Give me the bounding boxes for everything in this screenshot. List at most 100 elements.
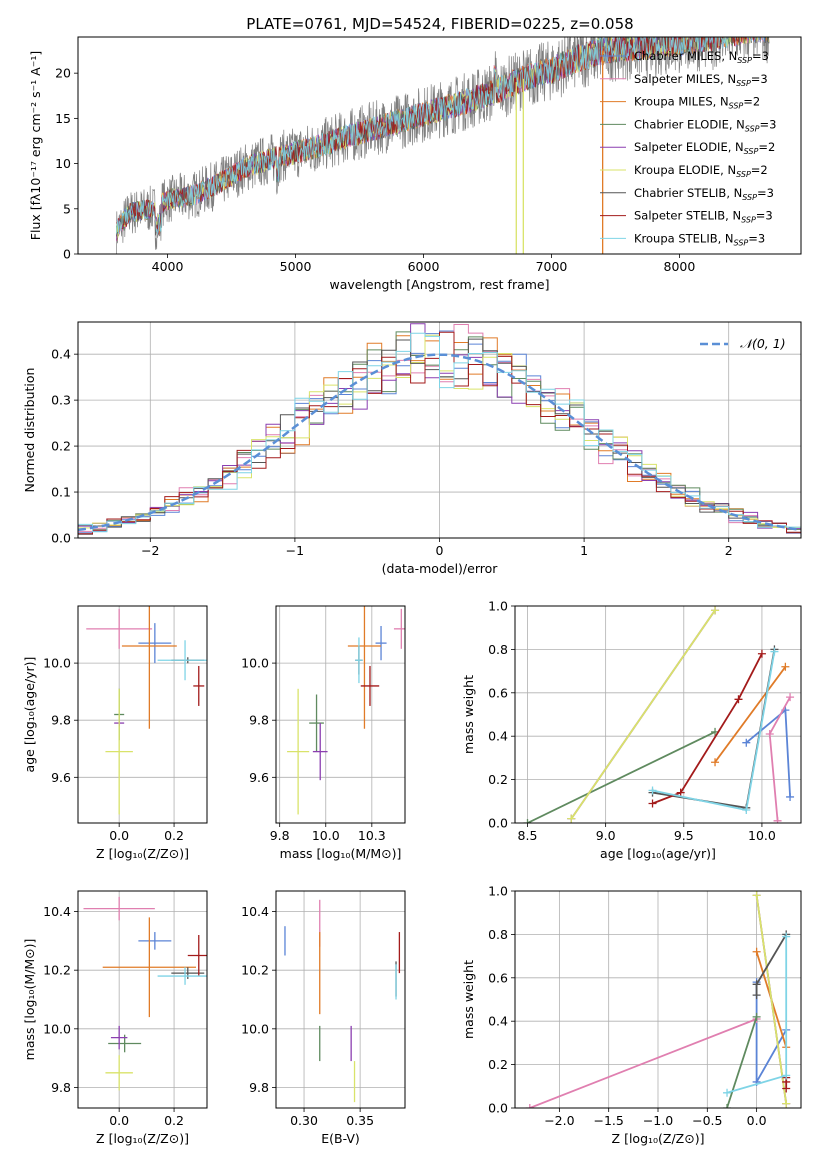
error-bar-point: [102, 917, 197, 1018]
residuals-axes: −2 −1 0 1 2 0.0 0.1 0.2 0.3 0.4 (data-model)/error…: [22, 321, 802, 576]
mass-weight-marker: [648, 786, 657, 795]
age-vs-Z-axes: 0.0 0.2 9.6 9.8 10.0 Z [log₁₀(Z/Z⊙)] age [log₁…: [22, 605, 208, 861]
mass-weight-marker: [648, 799, 657, 808]
weight-vs-Z-frame: [514, 890, 802, 1109]
y-tick-label: 10.2: [241, 963, 269, 978]
legend-model-name: Salpeter MILES, N: [634, 72, 736, 86]
y-tick-label: 9.8: [51, 713, 71, 728]
y-tick-label: 10.0: [241, 656, 269, 671]
model-spectrum-line: [116, 37, 765, 235]
legend-subscript: SSP: [734, 238, 749, 247]
legend-model-name: Chabrier STELIB, N: [634, 186, 742, 200]
spectrum-frame: [77, 36, 802, 255]
x-tick-label: 9.0: [596, 828, 616, 843]
x-tick-label: 0.0: [747, 1113, 767, 1128]
y-axis-label: mass weight: [461, 675, 476, 754]
x-tick-label: 4000: [152, 259, 184, 274]
legend-model-name: Salpeter ELODIE, N: [634, 140, 744, 154]
y-axis-label: Flux [fλ10⁻¹⁷ erg cm⁻² s⁻¹ A⁻¹]: [28, 51, 43, 240]
y-tick-label: 0.4: [488, 1014, 508, 1029]
weight-vs-Z-axes: −2.0 −1.5 −1.0 −0.5 0.0 0.0 0.2 0.4 0.6 0.8 1.0 Z […: [461, 884, 802, 1146]
x-tick-label: 7000: [536, 259, 568, 274]
y-tick-label: 10: [55, 156, 71, 171]
mass-weight-marker: [567, 814, 576, 823]
mass-weight-marker: [770, 647, 779, 656]
weight-vs-Z-plot-area: [525, 891, 791, 1108]
legend-subscript: SSP: [729, 102, 744, 111]
mass-weight-marker: [525, 1104, 534, 1108]
y-tick-label: 0.8: [488, 927, 508, 942]
y-tick-label: 1.0: [488, 884, 508, 899]
mass-weight-marker: [782, 932, 791, 941]
mass-weight-marker: [742, 805, 751, 814]
age-vs-Z-plot-area: [86, 606, 207, 815]
error-bar-point: [138, 623, 172, 664]
mass-weight-line: [768, 696, 791, 821]
legend-count: =2: [758, 140, 775, 154]
mass-weight-marker: [752, 991, 761, 1000]
mass-weight-marker: [711, 758, 720, 767]
legend-entry: Kroupa ELODIE, NSSP=2: [634, 163, 768, 179]
mass-weight-marker: [752, 1012, 761, 1021]
y-axis-label: mass weight: [461, 960, 476, 1039]
y-tick-label: 0.0: [488, 816, 508, 831]
mass-vs-EBV-axes: 0.30 0.35 9.8 10.0 10.2 10.4 E(B-V): [241, 890, 406, 1146]
y-tick-label: 0.2: [488, 772, 508, 787]
error-bar-point: [393, 608, 405, 649]
x-axis-label: Z [log₁₀(Z/Z⊙)]: [96, 1131, 189, 1146]
age-vs-mass-grid: [276, 606, 405, 823]
mass-weight-marker: [734, 695, 743, 704]
x-tick-label: −2.0: [544, 1113, 574, 1128]
y-tick-label: 9.8: [249, 1080, 269, 1095]
legend-count: =3: [760, 117, 777, 131]
legend-subscript: SSP: [744, 147, 759, 156]
mass-weight-series: [723, 932, 791, 1097]
legend-entry: Chabrier ELODIE, NSSP=3: [634, 117, 776, 133]
spectrum-axes: 4000 5000 6000 7000 8000 0 5 10 15 20 wavelength […: [28, 36, 802, 292]
legend-model-name: Kroupa STELIB, N: [634, 231, 734, 245]
mass-vs-EBV-frame: [275, 890, 406, 1109]
legend-entry: Salpeter MILES, NSSP=3: [634, 72, 768, 88]
mass-weight-line: [714, 666, 787, 763]
error-bar-point: [157, 967, 207, 985]
weight-vs-Z-grid: [515, 890, 801, 1109]
legend-subscript: SSP: [741, 216, 756, 225]
mass-vs-Z-plot-area: [83, 896, 207, 1091]
x-tick-label: 0.2: [164, 1113, 184, 1128]
legend-subscript: SSP: [745, 124, 760, 133]
error-bar-point: [360, 665, 380, 706]
legend-entry: Chabrier MILES, NSSP=3: [634, 49, 769, 65]
y-tick-label: 10.2: [43, 963, 71, 978]
x-axis-label: E(B-V): [321, 1131, 360, 1146]
age-vs-Z-grid: [78, 606, 207, 823]
legend-entry: Salpeter STELIB, NSSP=3: [634, 209, 773, 225]
error-bar-point: [86, 608, 153, 649]
mass-weight-series: [752, 891, 791, 1108]
error-bar-point: [193, 665, 205, 706]
y-tick-label: 0.0: [51, 531, 71, 546]
legend-count: =2: [751, 163, 768, 177]
y-tick-label: 9.6: [51, 770, 71, 785]
mass-weight-marker: [711, 606, 720, 615]
mass-weight-marker: [782, 1071, 791, 1080]
age-vs-mass-frame: [275, 605, 406, 824]
y-tick-label: 0.4: [488, 729, 508, 744]
mass-vs-Z-grid: [78, 891, 207, 1108]
mass-weight-series: [648, 649, 766, 808]
y-tick-label: 10.4: [241, 904, 269, 919]
x-tick-label: 10.0: [312, 828, 340, 843]
error-bar-point: [83, 896, 155, 921]
error-bar-point: [355, 637, 363, 684]
error-bar-point: [187, 934, 207, 977]
mass-weight-marker: [757, 649, 766, 658]
y-axis-label: mass [log₁₀(M/M⊙)]: [22, 939, 37, 1061]
figure-title: PLATE=0761, MJD=54524, FIBERID=0225, z=0…: [246, 15, 633, 33]
y-tick-label: 10.0: [241, 1021, 269, 1036]
mass-weight-line: [726, 1016, 758, 1108]
y-tick-label: 0.2: [51, 439, 71, 454]
y-tick-label: 15: [55, 111, 71, 126]
y-tick-label: 0.8: [488, 642, 508, 657]
mass-weight-marker: [752, 980, 761, 989]
x-tick-label: 8.5: [518, 828, 538, 843]
gaussian-curve: [78, 353, 801, 532]
